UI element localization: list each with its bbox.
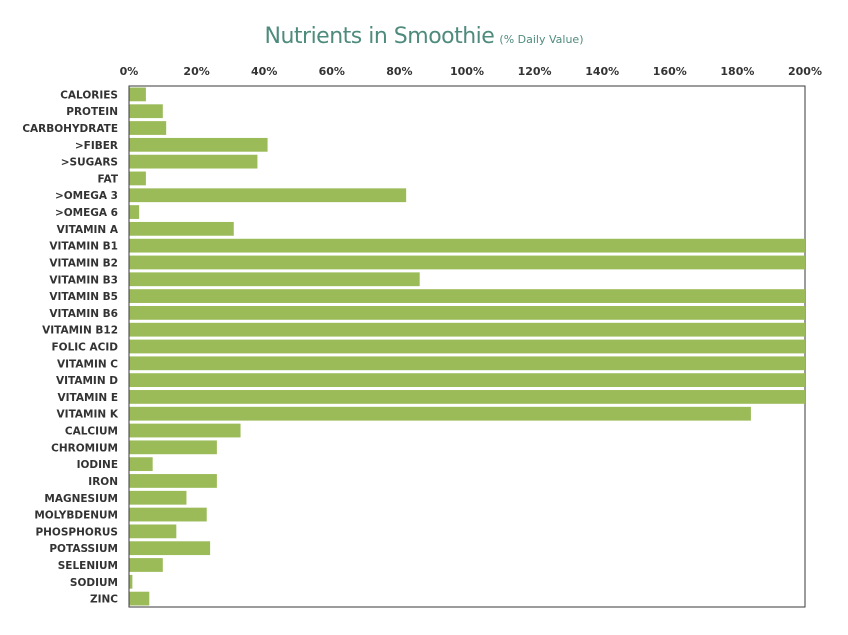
bar xyxy=(129,238,805,253)
category-label: MAGNESIUM xyxy=(44,493,118,505)
bar xyxy=(129,305,805,320)
category-label: >SUGARS xyxy=(61,157,118,169)
bar xyxy=(129,457,153,472)
category-label: VITAMIN K xyxy=(57,409,119,421)
x-tick-label: 180% xyxy=(720,65,754,78)
chart-title: Nutrients in Smoothie (% Daily Value) xyxy=(0,24,848,49)
bar xyxy=(129,322,805,337)
x-tick-label: 80% xyxy=(386,65,412,78)
x-tick-label: 120% xyxy=(518,65,552,78)
category-label: FAT xyxy=(98,173,119,185)
bar xyxy=(129,373,805,388)
bar xyxy=(129,356,805,371)
bar xyxy=(129,205,140,219)
category-label: VITAMIN B1 xyxy=(49,241,118,253)
category-label: >FIBER xyxy=(75,140,118,152)
category-label: SODIUM xyxy=(70,577,118,589)
category-label: CALCIUM xyxy=(65,426,118,438)
bar xyxy=(129,221,234,236)
bar xyxy=(129,524,177,539)
category-label: IODINE xyxy=(77,459,118,471)
category-label: CARBOHYDRATE xyxy=(22,123,118,135)
category-label: VITAMIN B6 xyxy=(49,308,118,320)
category-label: PHOSPHORUS xyxy=(35,526,118,538)
category-label: >OMEGA 3 xyxy=(55,190,118,202)
category-label: VITAMIN B3 xyxy=(49,274,118,286)
x-tick-label: 200% xyxy=(788,65,822,78)
category-label: VITAMIN B12 xyxy=(42,325,118,337)
category-label: VITAMIN B5 xyxy=(49,291,118,303)
bar xyxy=(129,390,805,404)
bar xyxy=(129,154,258,169)
category-label: POTASSIUM xyxy=(49,543,118,555)
bar xyxy=(129,574,133,589)
x-tick-label: 160% xyxy=(653,65,687,78)
category-label: PROTEIN xyxy=(66,106,118,118)
category-label: VITAMIN A xyxy=(57,224,119,236)
category-label: VITAMIN E xyxy=(58,392,118,404)
category-label: MOLYBDENUM xyxy=(34,510,118,522)
x-tick-label: 60% xyxy=(319,65,345,78)
bar xyxy=(129,137,268,152)
bar xyxy=(129,289,805,303)
bar xyxy=(129,541,211,556)
category-label: CALORIES xyxy=(60,89,118,101)
bar xyxy=(129,440,217,455)
bar xyxy=(129,507,207,522)
bar xyxy=(129,272,420,287)
bar xyxy=(129,104,163,119)
category-label: VITAMIN B2 xyxy=(49,257,118,269)
category-label: SELENIUM xyxy=(58,560,118,572)
x-tick-label: 40% xyxy=(251,65,277,78)
x-tick-label: 100% xyxy=(450,65,484,78)
bar xyxy=(129,171,146,186)
category-label: FOLIC ACID xyxy=(51,342,118,354)
bar xyxy=(129,423,241,438)
bar xyxy=(129,490,187,505)
category-label: VITAMIN D xyxy=(56,375,118,387)
bar xyxy=(129,558,163,572)
category-label: ZINC xyxy=(90,594,118,606)
x-tick-label: 20% xyxy=(183,65,209,78)
bar xyxy=(129,406,751,421)
x-tick-label: 0% xyxy=(120,65,139,78)
bar xyxy=(129,188,407,203)
category-label: CHROMIUM xyxy=(51,442,118,454)
chart-title-main: Nutrients in Smoothie xyxy=(264,24,495,49)
bar xyxy=(129,121,167,135)
category-label: >OMEGA 6 xyxy=(55,207,118,219)
bar xyxy=(129,474,217,488)
bar xyxy=(129,339,805,354)
x-tick-label: 140% xyxy=(585,65,619,78)
chart-subtitle: (% Daily Value) xyxy=(499,33,584,46)
category-label: IRON xyxy=(88,476,118,488)
category-label: VITAMIN C xyxy=(57,358,118,370)
bar xyxy=(129,87,146,102)
bar xyxy=(129,591,150,606)
bar xyxy=(129,255,805,270)
